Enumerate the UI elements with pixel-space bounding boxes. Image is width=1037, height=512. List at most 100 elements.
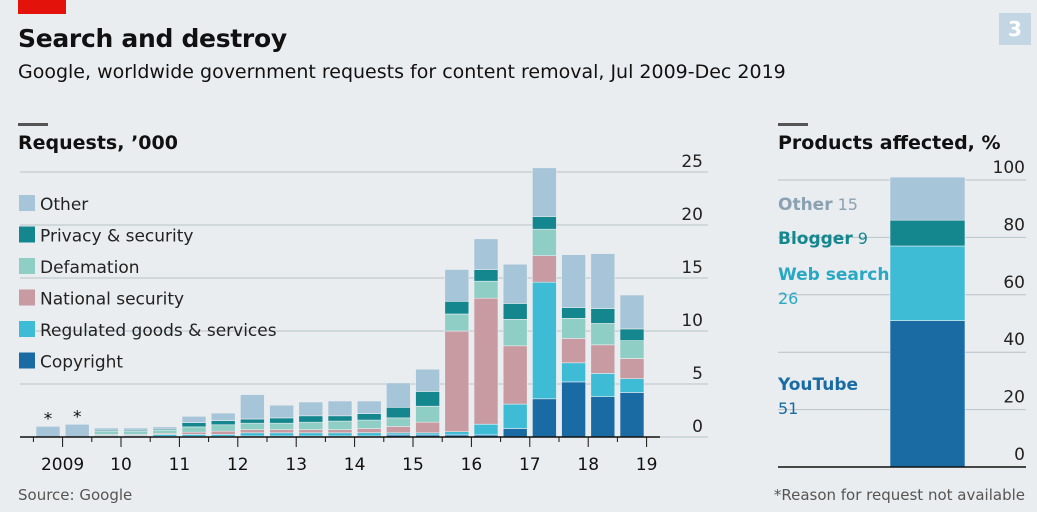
- x-tick-label-15: 15: [402, 455, 424, 475]
- products-segment-other: [889, 176, 966, 221]
- bar-2015-h2-regulated-goods-services: [386, 432, 411, 436]
- y-tick-label-25: 25: [681, 152, 703, 172]
- bar-2017-h1-privacy-security: [473, 269, 499, 282]
- products-label-value-web-search: 26: [778, 289, 798, 308]
- bar-2014-h1-national-security: [298, 429, 324, 434]
- bar-2016-h2-national-security: [444, 330, 470, 432]
- bar-2014-h2-other: [327, 400, 353, 417]
- bar-2019-h1-privacy-security: [590, 308, 616, 324]
- bar-2015-h1-national-security: [356, 428, 382, 433]
- legend-label-copyright: Copyright: [40, 353, 123, 373]
- products-label-value-youtube: 51: [778, 399, 798, 418]
- bar-2013-h1-regulated-goods-services: [240, 432, 265, 437]
- footnote: *Reason for request not available: [773, 486, 1025, 504]
- bar-2019-h2-national-security: [619, 358, 645, 380]
- y-tick-label-20: 20: [681, 205, 703, 225]
- x-tick-label-17: 17: [519, 455, 541, 475]
- bar-2014-h1-defamation: [298, 421, 324, 430]
- bar-2011-h1-other: [123, 427, 148, 431]
- legend-swatch-national-security: [19, 289, 35, 306]
- products-label-other: Other 15: [778, 195, 858, 215]
- bar-2012-h2-regulated-goods-services: [210, 434, 236, 437]
- bar-2019-h1-other: [590, 253, 616, 310]
- bar-2013-h2-national-security: [269, 429, 294, 434]
- bar-2015-h1-regulated-goods-services: [356, 432, 382, 437]
- left-panel-title: Requests, ’000: [18, 132, 178, 154]
- bar-2013-h1-privacy-security: [240, 418, 265, 424]
- products-y-tick-label-80: 80: [1003, 215, 1025, 235]
- bar-2013-h2-defamation: [269, 422, 294, 430]
- bar-2019-h1-copyright: [590, 396, 616, 438]
- bar-2012-h2-national-security: [210, 430, 236, 435]
- bar-2017-h1-other: [473, 238, 499, 270]
- legend-swatch-regulated-goods-services: [19, 321, 35, 337]
- bar-2013-h2-privacy-security: [269, 417, 294, 424]
- bar-2015-h2-national-security: [386, 426, 411, 434]
- legend-swatch-privacy-security: [19, 226, 35, 243]
- bar-2015-h2-other: [386, 382, 411, 408]
- bar-2018-h2-regulated-goods-services: [561, 362, 586, 383]
- bar-2017-h2-other: [502, 263, 528, 304]
- bar-2013-h2-regulated-goods-services: [269, 432, 294, 437]
- bar-2016-h2-regulated-goods-services: [444, 431, 470, 436]
- bar-2016-h2-other: [444, 269, 470, 302]
- legend-label-privacy-security: Privacy & security: [40, 227, 194, 247]
- bar-2017-h1-defamation: [473, 280, 499, 299]
- bar-2018-h2-national-security: [561, 338, 586, 364]
- bar-2013-h1-defamation: [240, 422, 265, 430]
- products-label-name-other: Other: [778, 195, 833, 215]
- bar-2015-h1-privacy-security: [356, 413, 382, 421]
- products-y-tick-label-20: 20: [1003, 388, 1025, 408]
- legend-label-defamation: Defamation: [40, 258, 140, 278]
- bar-2017-h2-defamation: [502, 318, 528, 347]
- bar-2010-h2-other: [94, 427, 119, 431]
- chart-subtitle: Google, worldwide government requests fo…: [18, 61, 786, 83]
- bar-2018-h1-regulated-goods-services: [532, 281, 557, 400]
- products-label-name-blogger: Blogger: [778, 229, 853, 249]
- products-segment-youtube: [889, 320, 966, 468]
- products-label-youtube: YouTube 51: [777, 375, 858, 418]
- bar-2012-h2-defamation: [210, 424, 236, 432]
- bar-2019-h2-privacy-security: [619, 328, 645, 341]
- bar-2012-h1-regulated-goods-services: [181, 434, 207, 437]
- bar-2018-h2-other: [561, 254, 586, 308]
- products-y-tick-label-60: 60: [1003, 273, 1025, 293]
- bar-2017-h1-regulated-goods-services: [473, 423, 499, 436]
- y-tick-label-0: 0: [692, 417, 703, 437]
- bar-2014-h2-defamation: [327, 420, 353, 430]
- bar-2012-h1-defamation: [181, 426, 207, 433]
- products-segment-blogger: [889, 219, 966, 247]
- y-tick-label-15: 15: [681, 258, 703, 278]
- products-y-tick-label-0: 0: [1014, 445, 1025, 465]
- products-label-web-search: Web search 26: [778, 265, 889, 308]
- bar-2018-h1-privacy-security: [532, 216, 557, 230]
- x-tick-label-13: 13: [285, 455, 307, 475]
- right-panel-title: Products affected, %: [778, 132, 1001, 154]
- products-y-tick-label-40: 40: [1003, 330, 1025, 350]
- bar-2014-h1-regulated-goods-services: [298, 432, 324, 437]
- bar-2016-h1-national-security: [415, 421, 440, 434]
- x-tick-label-19: 19: [636, 455, 658, 475]
- right-panel-rule: [778, 123, 808, 126]
- legend-label-regulated-goods-services: Regulated goods & services: [40, 321, 277, 341]
- bar-2015-h1-defamation: [356, 419, 382, 429]
- bar-2014-h1-other: [298, 401, 324, 417]
- bar-2018-h2-defamation: [561, 317, 586, 339]
- products-label-name-web-search: Web search: [778, 265, 889, 285]
- bar-2017-h1-national-security: [473, 297, 499, 425]
- bar-2012-h1-national-security: [181, 431, 207, 435]
- products-y-tick-label-100: 100: [993, 158, 1025, 178]
- brand-tag: [18, 0, 66, 14]
- source-note: Source: Google: [18, 486, 133, 504]
- bar-2019-h1-defamation: [590, 323, 616, 346]
- bar-2015-h1-other: [356, 400, 382, 414]
- legend-swatch-defamation: [19, 258, 35, 274]
- bar-2019-h2-other: [619, 294, 645, 330]
- products-label-name-youtube: YouTube: [777, 375, 858, 395]
- bar-2017-h2-copyright: [502, 428, 528, 438]
- bar-2019-h1-regulated-goods-services: [590, 373, 616, 397]
- bar-2016-h2-privacy-security: [444, 300, 470, 315]
- bar-2012-h1-other: [181, 415, 207, 423]
- bar-2019-h2-copyright: [619, 392, 645, 438]
